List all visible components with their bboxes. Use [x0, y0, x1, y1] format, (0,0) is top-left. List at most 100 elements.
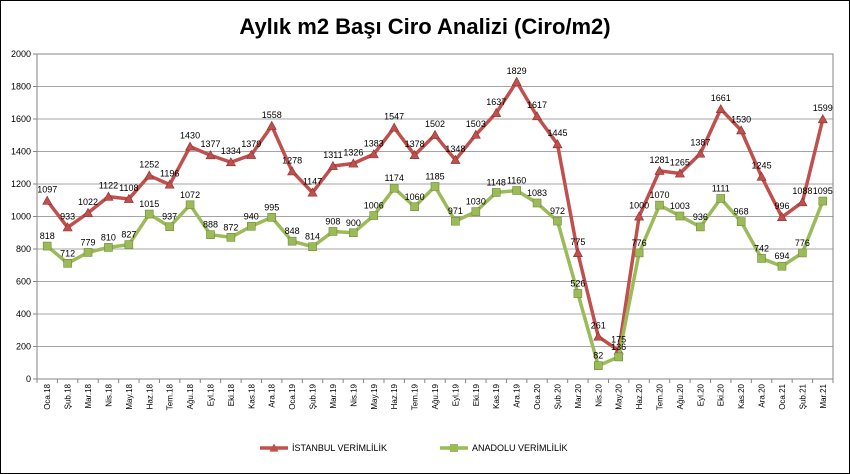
data-point-marker	[429, 129, 441, 139]
data-point-marker	[104, 243, 113, 252]
data-label: 1617	[527, 100, 547, 110]
data-point-marker	[144, 170, 155, 180]
y-tick-label: 600	[16, 277, 31, 287]
data-label: 779	[81, 237, 96, 247]
x-tick-label: Eyl.20	[696, 383, 705, 406]
data-label: 1174	[384, 173, 403, 183]
data-label: 1060	[405, 192, 425, 202]
data-point-marker	[817, 114, 828, 124]
data-label: 1030	[466, 197, 486, 207]
data-label: 1387	[690, 138, 710, 148]
data-point-marker	[369, 211, 379, 220]
data-point-marker	[532, 111, 543, 121]
data-label: 1430	[180, 131, 200, 141]
x-tick-label: Şub.19	[309, 383, 318, 409]
data-label: 1097	[37, 185, 57, 195]
data-label: 872	[223, 222, 238, 232]
data-label: 818	[40, 231, 55, 241]
x-tick-label: May.19	[370, 383, 379, 409]
y-tick-label: 0	[26, 374, 31, 384]
data-point-marker	[757, 254, 766, 263]
data-label: 888	[203, 220, 218, 230]
x-tick-label: Kas.20	[737, 383, 746, 408]
data-point-marker	[715, 103, 726, 113]
data-label: 1530	[731, 114, 751, 124]
data-point-marker	[777, 261, 787, 271]
data-label: 1095	[813, 186, 833, 196]
x-tick-label: Nis.18	[104, 383, 113, 406]
data-label: 1278	[282, 155, 302, 165]
data-point-marker	[348, 158, 359, 168]
x-tick-label: Ara.19	[513, 383, 522, 407]
data-point-marker	[389, 183, 399, 193]
data-label: 776	[632, 238, 647, 248]
data-label: 1379	[241, 139, 261, 149]
data-point-marker	[266, 120, 277, 130]
data-point-marker	[696, 222, 705, 232]
data-point-marker	[225, 157, 236, 167]
data-point-marker	[470, 129, 481, 139]
legend-label: İSTANBUL VERİMLİLİK	[292, 443, 387, 453]
x-tick-label: Tem.19	[411, 383, 420, 410]
data-label: 827	[121, 230, 136, 240]
x-tick-label: Nis.19	[349, 383, 358, 406]
data-point-marker	[83, 248, 93, 257]
data-point-marker	[349, 228, 358, 238]
legend-marker	[450, 444, 458, 452]
data-point-marker	[593, 361, 603, 370]
data-label: 1661	[711, 93, 731, 103]
data-point-marker	[451, 216, 460, 226]
data-point-marker	[123, 193, 134, 203]
x-tick-label: Şub.18	[64, 383, 73, 409]
data-point-marker	[634, 248, 644, 258]
data-label: 1558	[262, 110, 282, 120]
data-point-marker	[553, 216, 562, 226]
data-label: 1502	[425, 119, 445, 129]
x-tick-label: May.18	[125, 383, 134, 409]
data-label: 1160	[507, 176, 526, 186]
data-label: 526	[570, 279, 585, 289]
x-tick-label: Oca.19	[288, 383, 297, 409]
data-point-marker	[247, 221, 256, 231]
y-tick-label: 800	[16, 244, 31, 254]
data-point-marker	[287, 166, 298, 176]
data-point-marker	[736, 125, 747, 135]
data-label: 775	[570, 237, 585, 247]
chart-title: Aylık m2 Başı Ciro Analizi (Ciro/m2)	[239, 14, 610, 39]
data-label: 1252	[139, 160, 159, 170]
data-label: 1383	[364, 138, 384, 148]
data-point-marker	[165, 222, 174, 232]
data-label: 900	[346, 218, 361, 228]
x-tick-label: Mar.21	[819, 383, 828, 408]
x-tick-label: Oca.18	[43, 383, 52, 409]
data-label: 712	[60, 248, 75, 258]
data-label: 1503	[466, 119, 486, 129]
legend-label: ANADOLU VERİMLİLİK	[472, 443, 568, 453]
data-point-marker	[818, 196, 828, 206]
data-label: 1326	[343, 148, 363, 158]
x-tick-label: Şub.20	[553, 383, 562, 409]
y-tick-label: 1800	[11, 82, 31, 92]
x-tick-label: Eyl.19	[451, 383, 460, 406]
data-point-marker	[695, 148, 706, 158]
data-point-marker	[185, 200, 195, 210]
y-tick-label: 1000	[11, 212, 31, 222]
data-point-marker	[144, 209, 154, 219]
data-label: 814	[305, 232, 320, 242]
data-label: 1122	[99, 181, 118, 191]
y-tick-label: 1200	[11, 179, 31, 189]
data-label: 933	[60, 211, 75, 221]
x-tick-label: Haz.20	[635, 383, 644, 409]
data-point-marker	[409, 149, 420, 159]
legend-item-istanbul: İSTANBUL VERİMLİLİK	[260, 443, 387, 453]
data-label: 175	[611, 335, 626, 345]
data-point-marker	[797, 197, 808, 207]
x-tick-label: Kas.19	[492, 383, 501, 408]
data-point-marker	[62, 222, 73, 232]
data-point-marker	[532, 198, 542, 208]
x-tick-label: Oca.20	[533, 383, 542, 409]
data-label: 1196	[160, 169, 179, 179]
data-point-marker	[716, 194, 726, 203]
x-tick-label: Ağu.20	[676, 383, 685, 409]
